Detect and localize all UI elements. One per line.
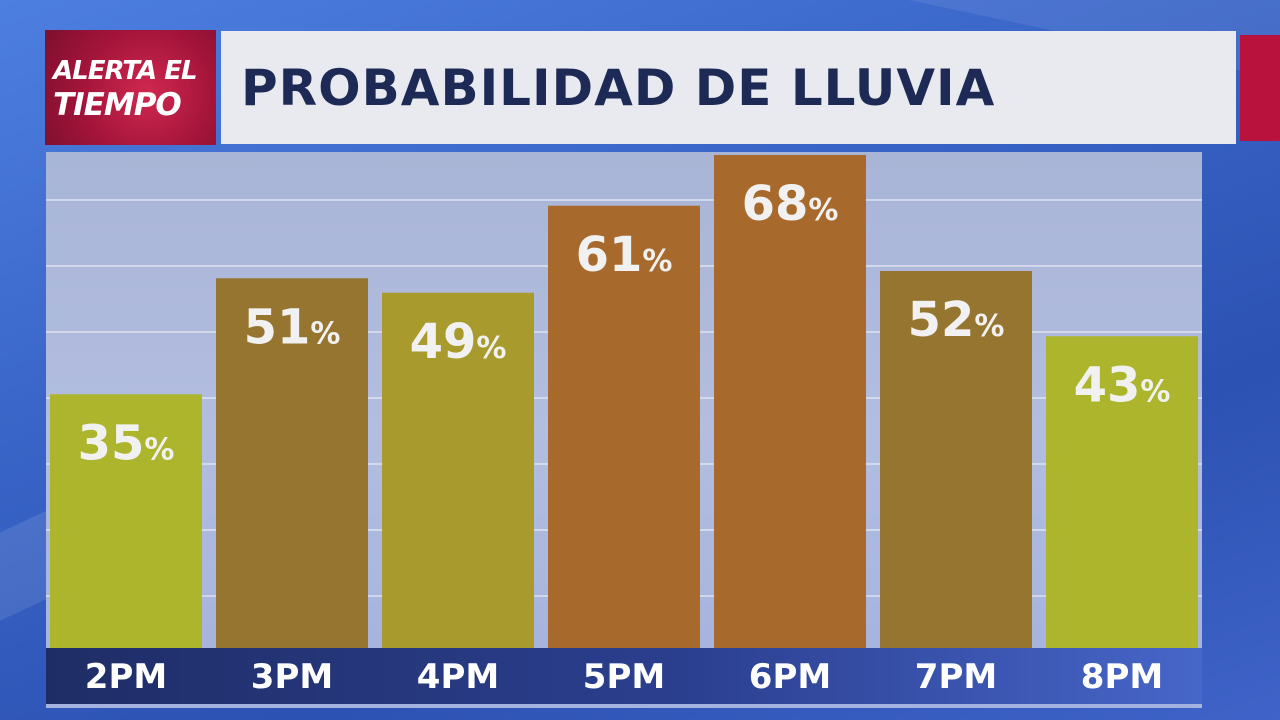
bar-4pm [382,292,534,648]
bar-2pm [50,394,202,648]
title-accent [1240,35,1280,141]
x-tick-label: 3PM [251,657,333,697]
x-tick-label: 4PM [417,657,499,697]
bar-6pm [714,155,866,648]
alerta-el-tiempo-logo: ALERTA EL TIEMPO [45,30,216,145]
x-tick-label: 7PM [915,657,997,697]
bars [50,155,1198,648]
bar-8pm [1046,336,1198,648]
bar-chart: 35% 51% 49% 61% 68% 52% 43% 2PM 3PM 4PM 5PM 6PM 7PM… [46,155,1202,697]
bar-5pm [548,205,700,648]
bar-7pm [880,271,1032,648]
logo-line-2: TIEMPO [53,87,182,123]
value-label: 35% [78,415,175,471]
x-tick-label: 2PM [85,657,167,697]
x-axis-band [46,648,1202,704]
x-tick-label: 6PM [749,657,831,697]
x-tick-label: 5PM [583,657,665,697]
x-tick-labels: 2PM 3PM 4PM 5PM 6PM 7PM 8PM [85,657,1163,697]
value-label: 61% [576,227,673,283]
chart-panel: 35% 51% 49% 61% 68% 52% 43% 2PM 3PM 4PM 5PM 6PM 7PM… [46,152,1202,708]
bar-3pm [216,278,368,648]
value-label: 68% [742,176,839,232]
title-bar: PROBABILIDAD DE LLUVIA [221,31,1236,144]
value-label: 52% [908,292,1005,348]
value-label: 49% [410,314,507,370]
logo-line-1: ALERTA EL [53,56,198,86]
value-label: 43% [1074,357,1171,413]
value-labels: 35% 51% 49% 61% 68% 52% 43% [78,176,1171,471]
chart-title: PROBABILIDAD DE LLUVIA [241,58,996,117]
value-label: 51% [244,299,341,355]
x-tick-label: 8PM [1081,657,1163,697]
